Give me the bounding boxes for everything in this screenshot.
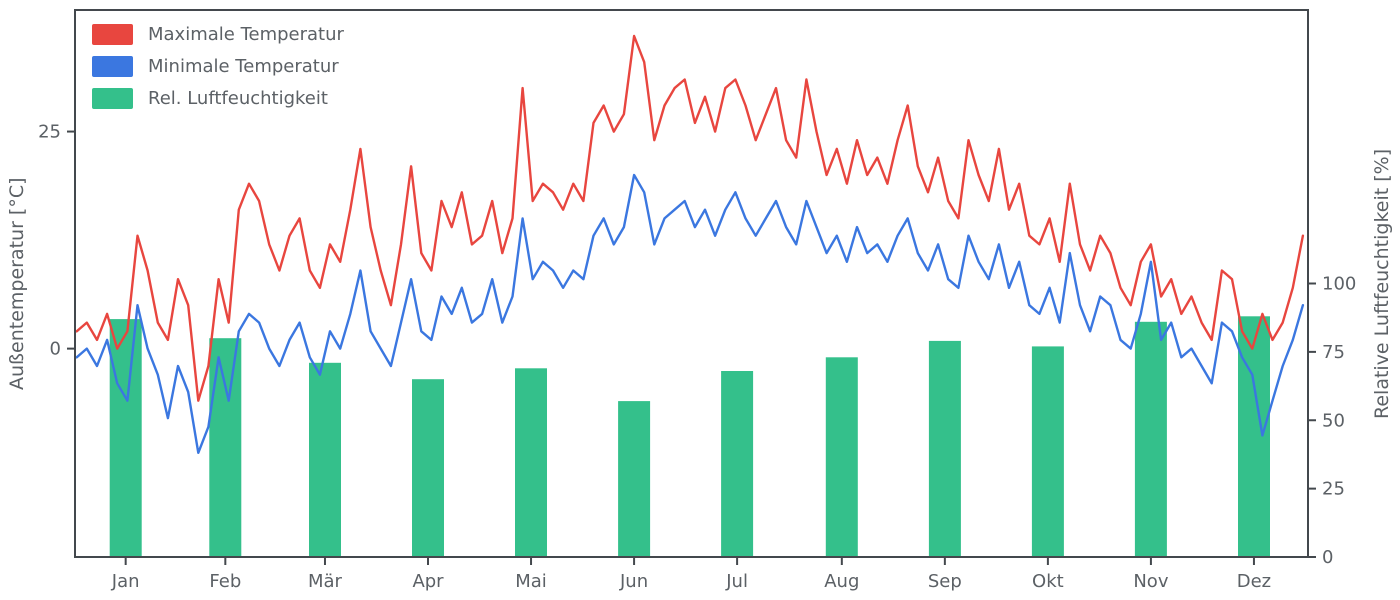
x-tick-label: Jul — [725, 571, 748, 592]
x-tick-label: Dez — [1237, 571, 1271, 592]
humidity-bar — [618, 401, 651, 557]
x-tick-label: Okt — [1032, 571, 1064, 592]
legend-item-max-temp: Maximale Temperatur — [92, 24, 344, 45]
x-tick-label: Feb — [209, 571, 241, 592]
humidity-bar — [1031, 346, 1064, 557]
humidity-bar — [825, 357, 858, 557]
left-tick-label: 25 — [38, 122, 61, 143]
legend-label: Rel. Luftfeuchtigkeit — [148, 88, 328, 109]
max-temp-line — [75, 34, 1305, 402]
right-tick-label: 75 — [1322, 342, 1345, 363]
x-tick-label: Jun — [619, 571, 648, 592]
humidity-swatch-icon — [92, 88, 133, 109]
x-tick-label: Mär — [308, 571, 343, 592]
x-tick-label: Apr — [412, 571, 444, 592]
max-temp-swatch-icon — [92, 24, 133, 45]
humidity-bar — [1134, 321, 1167, 557]
right-tick-label: 0 — [1322, 547, 1333, 568]
humidity-bar — [412, 379, 444, 557]
legend-label: Maximale Temperatur — [148, 24, 344, 45]
left-tick-label: 0 — [50, 339, 61, 360]
humidity-bar — [109, 319, 142, 557]
min-temp-swatch-icon — [92, 56, 133, 77]
humidity-bar — [209, 338, 242, 557]
x-tick-label: Nov — [1133, 571, 1168, 592]
min-temp-line — [75, 173, 1305, 454]
humidity-bar — [1238, 316, 1270, 557]
legend: Maximale Temperatur Minimale Temperatur … — [92, 24, 344, 109]
right-tick-label: 25 — [1322, 479, 1345, 500]
x-tick-label: Aug — [824, 571, 859, 592]
right-tick-label: 50 — [1322, 410, 1345, 431]
x-tick-label: Jan — [111, 571, 140, 592]
legend-item-min-temp: Minimale Temperatur — [92, 56, 344, 77]
humidity-bar — [515, 368, 547, 557]
humidity-bar — [928, 340, 961, 557]
x-tick-label: Sep — [928, 571, 962, 592]
legend-label: Minimale Temperatur — [148, 56, 339, 77]
right-tick-label: 100 — [1322, 274, 1356, 295]
humidity-bar — [721, 371, 754, 557]
humidity-bar — [309, 362, 341, 557]
x-tick-label: Mai — [515, 571, 547, 592]
legend-item-humidity: Rel. Luftfeuchtigkeit — [92, 88, 344, 109]
